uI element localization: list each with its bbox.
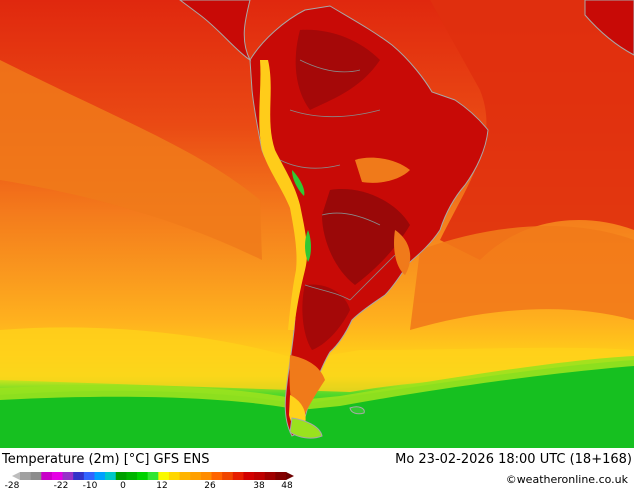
legend-swatch bbox=[168, 472, 181, 480]
andes-green-2 bbox=[305, 230, 311, 262]
legend-swatch bbox=[62, 472, 74, 480]
legend-tick-label: 12 bbox=[156, 481, 168, 491]
legend-swatch bbox=[243, 472, 255, 480]
legend-swatch bbox=[30, 472, 42, 480]
legend-swatch bbox=[200, 472, 213, 480]
legend-tick-label: -28 bbox=[4, 481, 20, 491]
legend-swatch bbox=[20, 472, 32, 480]
legend-swatch bbox=[147, 472, 159, 480]
temperature-map[interactable] bbox=[0, 0, 634, 448]
legend-swatch bbox=[158, 472, 170, 480]
legend-swatch bbox=[41, 472, 53, 480]
falkland-islands bbox=[349, 406, 365, 415]
legend-swatch bbox=[137, 472, 149, 480]
color-legend bbox=[12, 472, 294, 480]
legend-swatch bbox=[126, 472, 138, 480]
legend-swatch bbox=[222, 472, 234, 480]
amazon-cooler bbox=[355, 157, 410, 183]
legend-swatch bbox=[83, 472, 95, 480]
pacific-warm-band bbox=[0, 60, 262, 260]
valid-datetime: Mo 23-02-2026 18:00 UTC (18+168) bbox=[395, 452, 632, 467]
legend-swatch bbox=[190, 472, 202, 480]
south-lime-band bbox=[0, 356, 634, 410]
legend-swatch bbox=[264, 472, 276, 480]
legend-swatch bbox=[12, 472, 20, 480]
legend-swatch bbox=[73, 472, 85, 480]
legend-swatch bbox=[286, 472, 294, 480]
andes-ridge bbox=[259, 60, 308, 330]
credit-link[interactable]: ©weatheronline.co.uk bbox=[505, 473, 628, 486]
brazil-east-warm bbox=[394, 230, 411, 275]
legend-tick-label: 26 bbox=[204, 481, 216, 491]
pampas-very-hot bbox=[302, 284, 350, 350]
legend-tick-label: 38 bbox=[253, 481, 265, 491]
legend-swatch bbox=[179, 472, 191, 480]
legend-swatch bbox=[275, 472, 287, 480]
legend-tick-label: -10 bbox=[82, 481, 98, 491]
chaco-very-hot bbox=[322, 189, 410, 285]
map-svg bbox=[0, 0, 634, 448]
tierra-del-fuego bbox=[289, 417, 323, 439]
legend-swatch bbox=[51, 472, 64, 480]
legend-swatch bbox=[115, 472, 127, 480]
country-borders bbox=[279, 59, 396, 301]
legend-tick-label: -22 bbox=[53, 481, 69, 491]
central-america bbox=[179, 0, 252, 62]
map-title: Temperature (2m) [°C] GFS ENS bbox=[2, 452, 210, 467]
interior-very-hot bbox=[295, 29, 380, 110]
atlantic-warm-band bbox=[410, 226, 634, 330]
atlantic-hot-zone bbox=[430, 0, 634, 260]
map-footer: Temperature (2m) [°C] GFS ENS Mo 23-02-2… bbox=[0, 448, 634, 491]
andes-green-1 bbox=[292, 170, 305, 196]
legend-swatch bbox=[254, 472, 266, 480]
legend-tick-label: 0 bbox=[120, 481, 126, 491]
legend-swatch bbox=[105, 472, 117, 480]
legend-swatch bbox=[94, 472, 106, 480]
legend-tick-label: 48 bbox=[281, 481, 293, 491]
legend-swatch bbox=[211, 472, 223, 480]
legend-swatch bbox=[232, 472, 244, 480]
